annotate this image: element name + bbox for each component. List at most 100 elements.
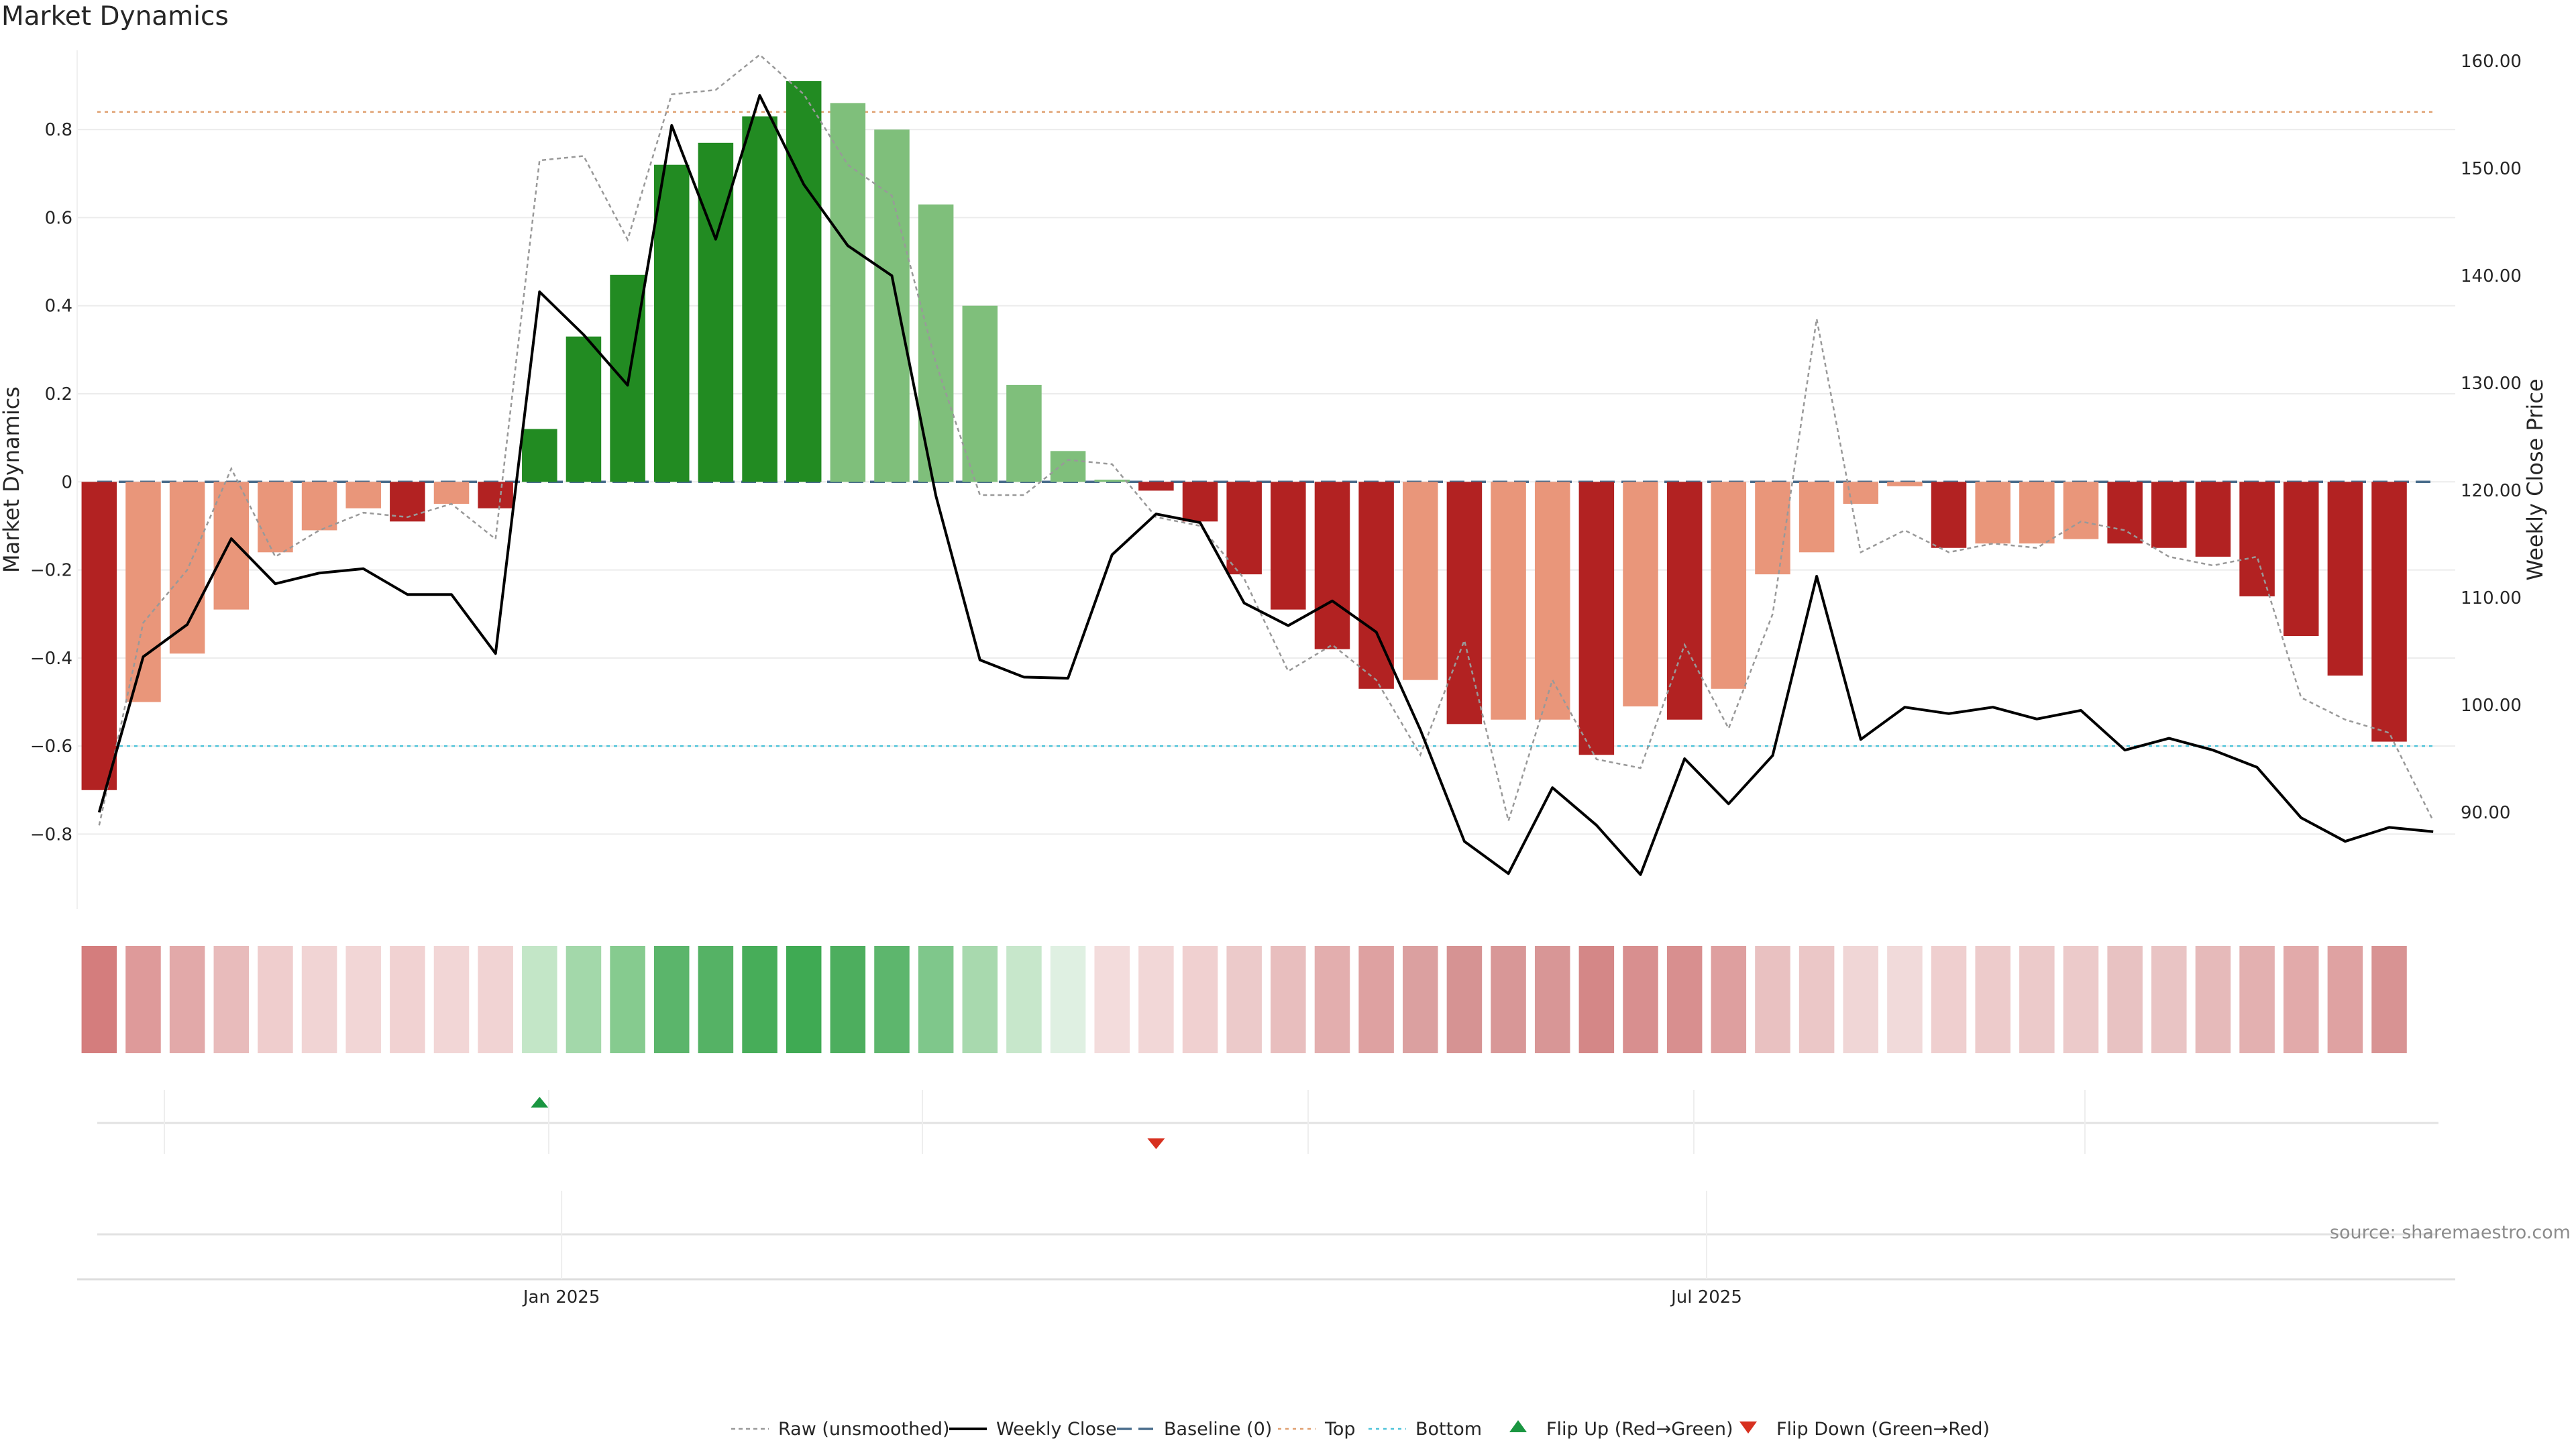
dynamics-bar <box>1711 482 1747 689</box>
dynamics-bar <box>433 482 470 504</box>
dynamics-bar <box>2239 482 2275 596</box>
heat-cell <box>1138 946 1174 1053</box>
dynamics-bar <box>1975 482 2010 544</box>
dynamics-bar <box>125 482 161 702</box>
flip-up-marker <box>531 1097 549 1108</box>
left-tick-label: −0.8 <box>30 824 72 845</box>
left-tick-label: 0.6 <box>45 208 72 228</box>
heat-cell <box>830 946 866 1053</box>
heat-cell <box>1755 946 1790 1053</box>
heat-cell <box>522 946 557 1053</box>
left-tick-label: −0.4 <box>30 649 72 669</box>
x-tick-label: Jan 2025 <box>522 1287 600 1307</box>
heat-cell <box>81 946 117 1053</box>
heat-cell <box>478 946 513 1053</box>
dynamics-bars <box>81 80 2407 790</box>
chart-title: Market Dynamics <box>1 1 229 32</box>
heat-cell <box>1050 946 1086 1053</box>
heat-cell <box>1666 946 1703 1053</box>
dynamics-bar <box>962 305 998 482</box>
heat-cell <box>2283 946 2319 1053</box>
heat-cell <box>2239 946 2275 1053</box>
dynamics-bar <box>1843 482 1879 504</box>
dynamics-bar <box>2371 482 2407 742</box>
axes: 0.8 0.6 0.4 0.2 0 −0.2 −0.4 −0.6 −0.8 160.00 150.0… <box>30 50 2522 909</box>
raw-line <box>98 53 2434 826</box>
right-tick-label: 160.00 <box>2461 52 2522 72</box>
heat-cell <box>610 946 645 1053</box>
legend-label: Flip Down (Green→Red) <box>1776 1419 1990 1440</box>
heat-cell <box>125 946 161 1053</box>
dynamics-bar <box>1887 482 1923 486</box>
legend-label: Weekly Close <box>996 1419 1117 1440</box>
dynamics-bar <box>345 482 381 508</box>
dynamics-bar <box>1358 482 1394 689</box>
dynamics-bar <box>1534 482 1570 720</box>
heat-cell <box>2107 946 2143 1053</box>
dynamics-bar <box>1491 482 1526 720</box>
legend-flip-up-marker <box>1509 1420 1527 1432</box>
heat-cell <box>213 946 250 1053</box>
heat-cell <box>653 946 690 1053</box>
dynamics-bar <box>1799 482 1835 553</box>
legend-label: Bottom <box>1415 1419 1482 1440</box>
heat-cell <box>1094 946 1130 1053</box>
legend: Raw (unsmoothed) Weekly Close Baseline (0)… <box>731 1419 1990 1440</box>
grid-lines <box>77 129 2455 835</box>
dynamics-bar <box>566 336 602 482</box>
dynamics-bar <box>1271 482 1306 610</box>
dynamics-bar <box>1314 482 1350 649</box>
heat-cell <box>1006 946 1042 1053</box>
x-tick-label: Jul 2025 <box>1670 1287 1742 1307</box>
bottom-panel: Jan 2025 Jul 2025 <box>77 1191 2455 1307</box>
weekly-close-series <box>97 94 2434 876</box>
right-tick-label: 140.00 <box>2461 266 2522 286</box>
heat-cell <box>1711 946 1747 1053</box>
legend-label: Baseline (0) <box>1164 1419 1272 1440</box>
dynamics-bar <box>698 142 734 482</box>
raw-series <box>98 53 2434 826</box>
dynamics-bar <box>1094 480 1130 482</box>
right-axis-title: Weekly Close Price <box>2522 378 2548 580</box>
heat-cell <box>742 946 777 1053</box>
dynamics-bar <box>786 80 822 482</box>
dynamics-bar <box>478 482 513 508</box>
heat-cell <box>390 946 425 1053</box>
dynamics-bar <box>1446 482 1483 724</box>
heat-cell <box>433 946 470 1053</box>
reference-lines <box>97 111 2435 747</box>
heat-cell <box>2195 946 2231 1053</box>
legend-label: Flip Up (Red→Green) <box>1546 1419 1733 1440</box>
legend-label: Top <box>1324 1419 1356 1440</box>
dynamics-bar <box>2151 482 2187 548</box>
dynamics-bar <box>213 482 250 610</box>
dynamics-bar <box>1138 482 1174 491</box>
dynamics-bar <box>1226 482 1262 575</box>
heat-cell <box>2151 946 2187 1053</box>
dynamics-bar <box>2019 482 2055 544</box>
right-tick-label: 110.00 <box>2461 588 2522 608</box>
heat-cell <box>2327 946 2363 1053</box>
dynamics-bar <box>1755 482 1790 575</box>
heat-cell <box>1887 946 1923 1053</box>
dynamics-bar <box>2107 482 2143 544</box>
heat-cell <box>169 946 205 1053</box>
heat-cell <box>1578 946 1615 1053</box>
heat-cell <box>566 946 602 1053</box>
heat-cell <box>1446 946 1483 1053</box>
heat-cell <box>918 946 954 1053</box>
dynamics-bar <box>1623 482 1658 707</box>
heat-cell <box>2063 946 2099 1053</box>
heat-cell <box>1182 946 1218 1053</box>
flip-down-marker <box>1147 1138 1165 1149</box>
dynamics-bar <box>1182 482 1218 522</box>
heat-cell <box>258 946 293 1053</box>
heat-cell <box>1534 946 1570 1053</box>
legend-flip-down-marker <box>1739 1421 1757 1434</box>
heat-cell <box>1314 946 1350 1053</box>
dynamics-bar <box>1050 451 1086 482</box>
heat-cell <box>345 946 381 1053</box>
left-axis-title: Market Dynamics <box>0 386 24 573</box>
weekly-close-line <box>97 94 2434 876</box>
heat-cell <box>1358 946 1394 1053</box>
